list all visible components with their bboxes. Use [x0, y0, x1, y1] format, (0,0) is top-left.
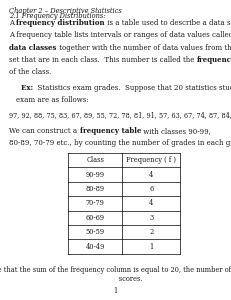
Text: frequency table: frequency table: [80, 127, 141, 135]
Text: 60-69: 60-69: [86, 214, 105, 222]
Text: Ex:: Ex:: [16, 84, 33, 92]
Text: data classes: data classes: [9, 44, 57, 52]
Text: 90-99: 90-99: [86, 171, 105, 178]
Text: A: A: [9, 19, 16, 27]
Text: 4: 4: [149, 200, 153, 207]
Text: is a table used to describe a data set.: is a table used to describe a data set.: [105, 19, 231, 27]
Text: 6: 6: [149, 185, 153, 193]
Text: set that are in each class.  This number is called the: set that are in each class. This number …: [9, 56, 197, 64]
Text: frequency: frequency: [197, 56, 231, 64]
Text: 4: 4: [149, 171, 153, 178]
Text: 40-49: 40-49: [86, 243, 105, 250]
Text: 3: 3: [149, 214, 153, 222]
Text: Chapter 2 – Descriptive Statistics: Chapter 2 – Descriptive Statistics: [9, 7, 122, 15]
Text: together with the number of data values from the: together with the number of data values …: [57, 44, 231, 52]
Text: We can construct a: We can construct a: [9, 127, 80, 135]
Text: 1: 1: [113, 286, 118, 295]
Text: Frequency ( f ): Frequency ( f ): [126, 156, 176, 164]
Text: with classes 90-99,: with classes 90-99,: [141, 127, 211, 135]
Text: 1: 1: [149, 243, 153, 250]
Text: of the class.: of the class.: [9, 68, 52, 76]
Text: 80-89, 70-79 etc., by counting the number of grades in each grade range.: 80-89, 70-79 etc., by counting the numbe…: [9, 140, 231, 147]
Text: A frequency table lists intervals or ranges of data values called: A frequency table lists intervals or ran…: [9, 31, 231, 39]
Text: frequency distribution: frequency distribution: [16, 19, 105, 27]
Text: 97, 92, 88, 75, 83, 67, 89, 55, 72, 78, 81, 91, 57, 63, 67, 74, 87, 84, 98, 46: 97, 92, 88, 75, 83, 67, 89, 55, 72, 78, …: [9, 111, 231, 119]
Text: 50-59: 50-59: [86, 228, 105, 236]
Text: 2: 2: [149, 228, 153, 236]
Text: Statistics exam grades.  Suppose that 20 statistics students’ scores on an: Statistics exam grades. Suppose that 20 …: [33, 84, 231, 92]
Text: Note that the sum of the frequency column is equal to 20, the number of test
   : Note that the sum of the frequency colum…: [0, 266, 231, 283]
Text: 2.1 Frequency Distributions:: 2.1 Frequency Distributions:: [9, 12, 106, 20]
Text: 70-79: 70-79: [86, 200, 105, 207]
Text: exam are as follows:: exam are as follows:: [16, 96, 89, 104]
Text: Class: Class: [86, 156, 104, 164]
Text: 80-89: 80-89: [86, 185, 105, 193]
